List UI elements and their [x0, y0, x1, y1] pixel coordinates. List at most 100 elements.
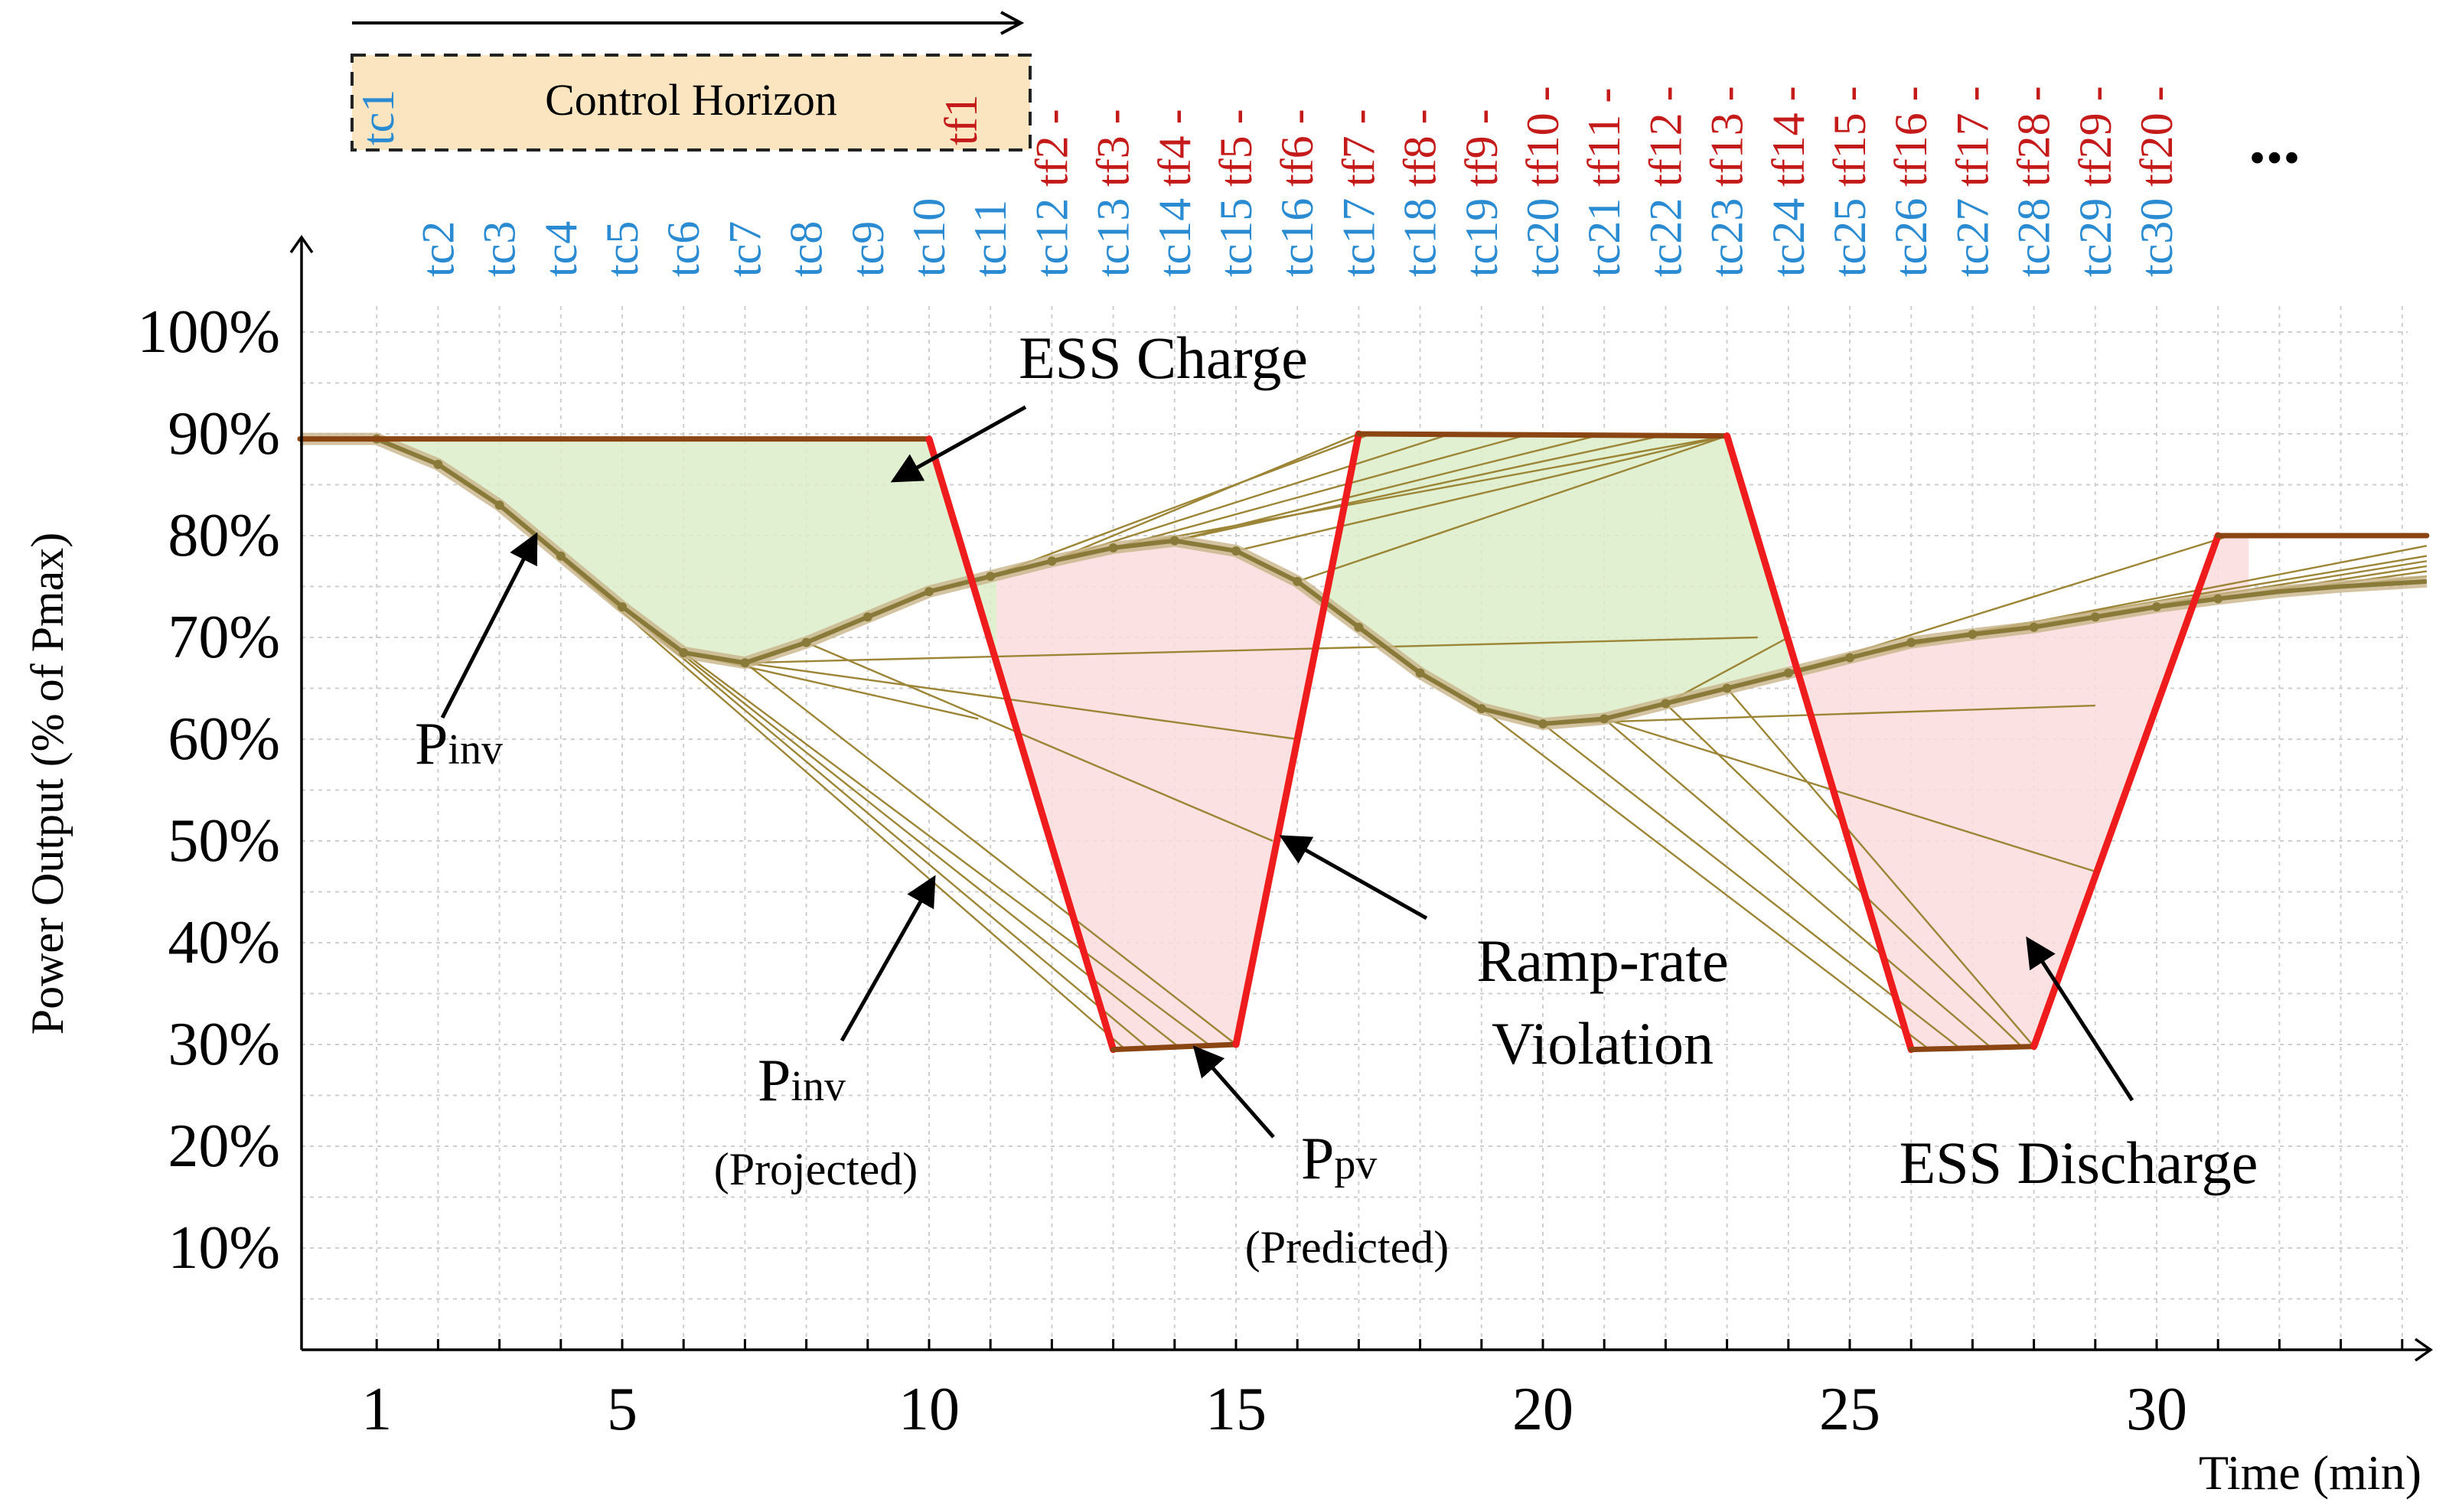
pinv-marker: [1169, 536, 1179, 546]
tf-label: tf9 -: [1456, 109, 1507, 187]
tc-label: tc7: [719, 221, 770, 277]
pinv-marker: [2029, 622, 2039, 632]
ppv-flat-segment: [1355, 431, 1730, 439]
y-axis-arrow: [289, 234, 314, 254]
tf-label: tf10 -: [1518, 86, 1568, 187]
series-lines: [297, 430, 2430, 1054]
tc-label: tc28: [2009, 198, 2059, 277]
pinv-projected-main: P: [758, 1047, 791, 1113]
tc-label: tc21: [1579, 198, 1629, 277]
pinv-marker: [494, 500, 504, 510]
y-tick-label: 100%: [137, 298, 280, 366]
ppv-ramp-segment: [1723, 432, 1915, 1054]
tf-label: tf7 -: [1333, 109, 1384, 187]
tc-label: tc18: [1395, 198, 1446, 277]
pinv-marker: [2152, 602, 2161, 612]
tc1-label: tc1: [353, 90, 403, 145]
projection-line: [1603, 718, 1992, 1048]
tf1-label: tf1: [936, 94, 986, 145]
pinv-marker: [1354, 622, 1364, 632]
tc-label: tc15: [1211, 198, 1261, 277]
tc-label: tc9: [843, 221, 893, 277]
x-axis-title: Time (min): [2199, 1445, 2421, 1500]
tf-label: tf17 -: [1947, 86, 1997, 187]
x-tick-label: 15: [1205, 1376, 1267, 1443]
projection-line: [1113, 435, 1727, 549]
projection-line: [1542, 704, 2095, 725]
pinv-marker: [2090, 612, 2100, 622]
pinv-marker: [1783, 668, 1793, 678]
y-tick-label: 70%: [168, 604, 280, 671]
x-tick-label: 10: [898, 1376, 960, 1443]
annotation-violation: Violation: [1492, 1010, 1714, 1077]
pinv-marker: [924, 587, 934, 597]
y-axis-title: Power Output (% of Pmax): [22, 533, 73, 1035]
annotations: ESS Charge Pinv Pinv (Projected) Ppv (Pr…: [415, 324, 2258, 1272]
tc-label: tc29: [2070, 198, 2121, 277]
annotation-ppv-predicted-note: (Predicted): [1245, 1222, 1450, 1272]
projection-line: [1113, 432, 1531, 549]
pinv-marker: [1661, 699, 1671, 709]
arrow-ess-discharge: [2026, 936, 2134, 1102]
y-tick-label: 20%: [168, 1113, 280, 1180]
tc-label: tc27: [1947, 198, 1997, 277]
projection-line: [744, 662, 1237, 1045]
annotation-ess-discharge: ESS Discharge: [1900, 1129, 2258, 1196]
tf-label: tf15 -: [1825, 86, 1875, 187]
annotation-ppv-predicted: Ppv: [1301, 1125, 1377, 1191]
projection-line: [1665, 702, 2023, 1048]
arrow-ppv-predicted: [1192, 1045, 1275, 1139]
tf-label: tf8 -: [1395, 109, 1446, 187]
pinv-marker: [863, 612, 872, 622]
pinv-marker: [1415, 668, 1425, 678]
projection-line: [1052, 432, 1452, 562]
annotation-ess-charge: ESS Charge: [1019, 324, 1308, 391]
ppv-flat-segment: [1908, 1044, 2037, 1053]
pinv-marker: [1231, 546, 1241, 556]
grid: [302, 306, 2408, 1350]
tc-label: tc30: [2131, 198, 2182, 277]
ppv-ramp-segment: [1232, 430, 1362, 1048]
pinv-main: P: [415, 710, 448, 777]
projection-line: [1542, 723, 1961, 1050]
ppv-ramp-segment: [925, 435, 1117, 1054]
arrow-ramp-rate: [1279, 835, 1428, 921]
ppv-main: P: [1301, 1125, 1334, 1191]
arrow-pinv-projected: [840, 875, 936, 1042]
tc-label: tc16: [1272, 198, 1322, 277]
pinv-marker: [618, 602, 627, 612]
ppv-sub: pv: [1334, 1141, 1377, 1188]
pinv-sub: inv: [448, 726, 503, 774]
tick-labels: 1 5 10 15 20 25 3010%20%30%40%50%60%70%80%90%1…: [22, 298, 2421, 1500]
tc-label: tc19: [1456, 198, 1507, 277]
tc-label: tc2: [413, 221, 463, 277]
tc-label: tc25: [1825, 198, 1875, 277]
pinv-marker: [556, 551, 566, 561]
y-tick-label: 50%: [168, 807, 280, 875]
projection-line: [990, 432, 1371, 578]
continuation-ellipsis: ...: [2248, 102, 2301, 178]
ess-discharge-region: [996, 540, 1329, 1050]
tc-label: tc24: [1763, 198, 1814, 277]
pinv-marker: [1968, 630, 1978, 640]
pinv-marker: [801, 637, 811, 647]
pinv-marker: [1845, 653, 1854, 663]
tf-label: tf2 -: [1026, 109, 1077, 187]
y-tick-label: 60%: [168, 705, 280, 773]
ppv-ramp-segment: [2030, 532, 2222, 1051]
projection-line: [806, 641, 1273, 842]
projection-line: [1174, 434, 1666, 542]
x-tick-label: 5: [607, 1376, 638, 1443]
tf-label: tf12 -: [1640, 86, 1691, 187]
pinv-marker: [1722, 683, 1732, 693]
tf-label: tf6 -: [1272, 109, 1322, 187]
tf-label: tf4 -: [1149, 109, 1200, 187]
pinv-marker: [433, 459, 443, 469]
pinv-marker: [1108, 543, 1118, 552]
x-tick-label: 20: [1512, 1376, 1573, 1443]
projection-line: [1726, 687, 2035, 1048]
tc-label: tc11: [965, 200, 1016, 277]
annotation-pinv-projected: Pinv: [758, 1047, 846, 1113]
